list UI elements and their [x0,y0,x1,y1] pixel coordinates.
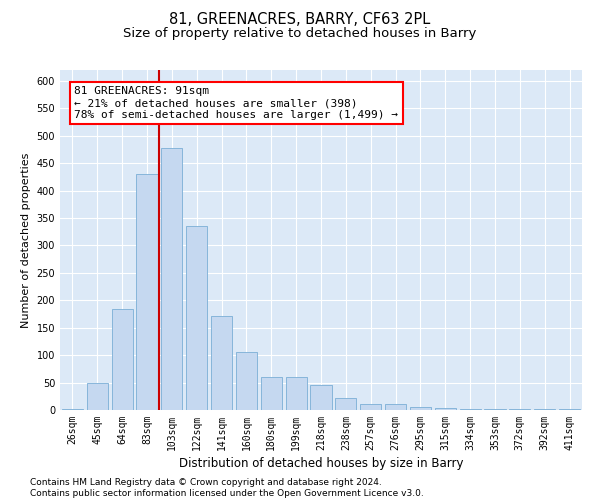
Bar [286,377,307,410]
Bar [186,226,207,410]
Bar [559,409,580,410]
Bar [87,382,108,410]
Text: Contains HM Land Registry data © Crown copyright and database right 2024.
Contai: Contains HM Land Registry data © Crown c… [30,478,424,498]
X-axis label: Distribution of detached houses by size in Barry: Distribution of detached houses by size … [179,457,463,470]
Bar [62,409,83,410]
Bar [211,316,232,410]
Bar [435,408,456,410]
Text: Size of property relative to detached houses in Barry: Size of property relative to detached ho… [124,28,476,40]
Bar [236,352,257,410]
Bar [112,308,133,410]
Bar [310,386,332,410]
Y-axis label: Number of detached properties: Number of detached properties [21,152,31,328]
Bar [360,404,381,410]
Bar [335,398,356,410]
Bar [385,404,406,410]
Bar [136,174,158,410]
Bar [261,377,282,410]
Text: 81, GREENACRES, BARRY, CF63 2PL: 81, GREENACRES, BARRY, CF63 2PL [169,12,431,28]
Bar [410,408,431,410]
Bar [460,409,481,410]
Text: 81 GREENACRES: 91sqm
← 21% of detached houses are smaller (398)
78% of semi-deta: 81 GREENACRES: 91sqm ← 21% of detached h… [74,86,398,120]
Bar [161,148,182,410]
